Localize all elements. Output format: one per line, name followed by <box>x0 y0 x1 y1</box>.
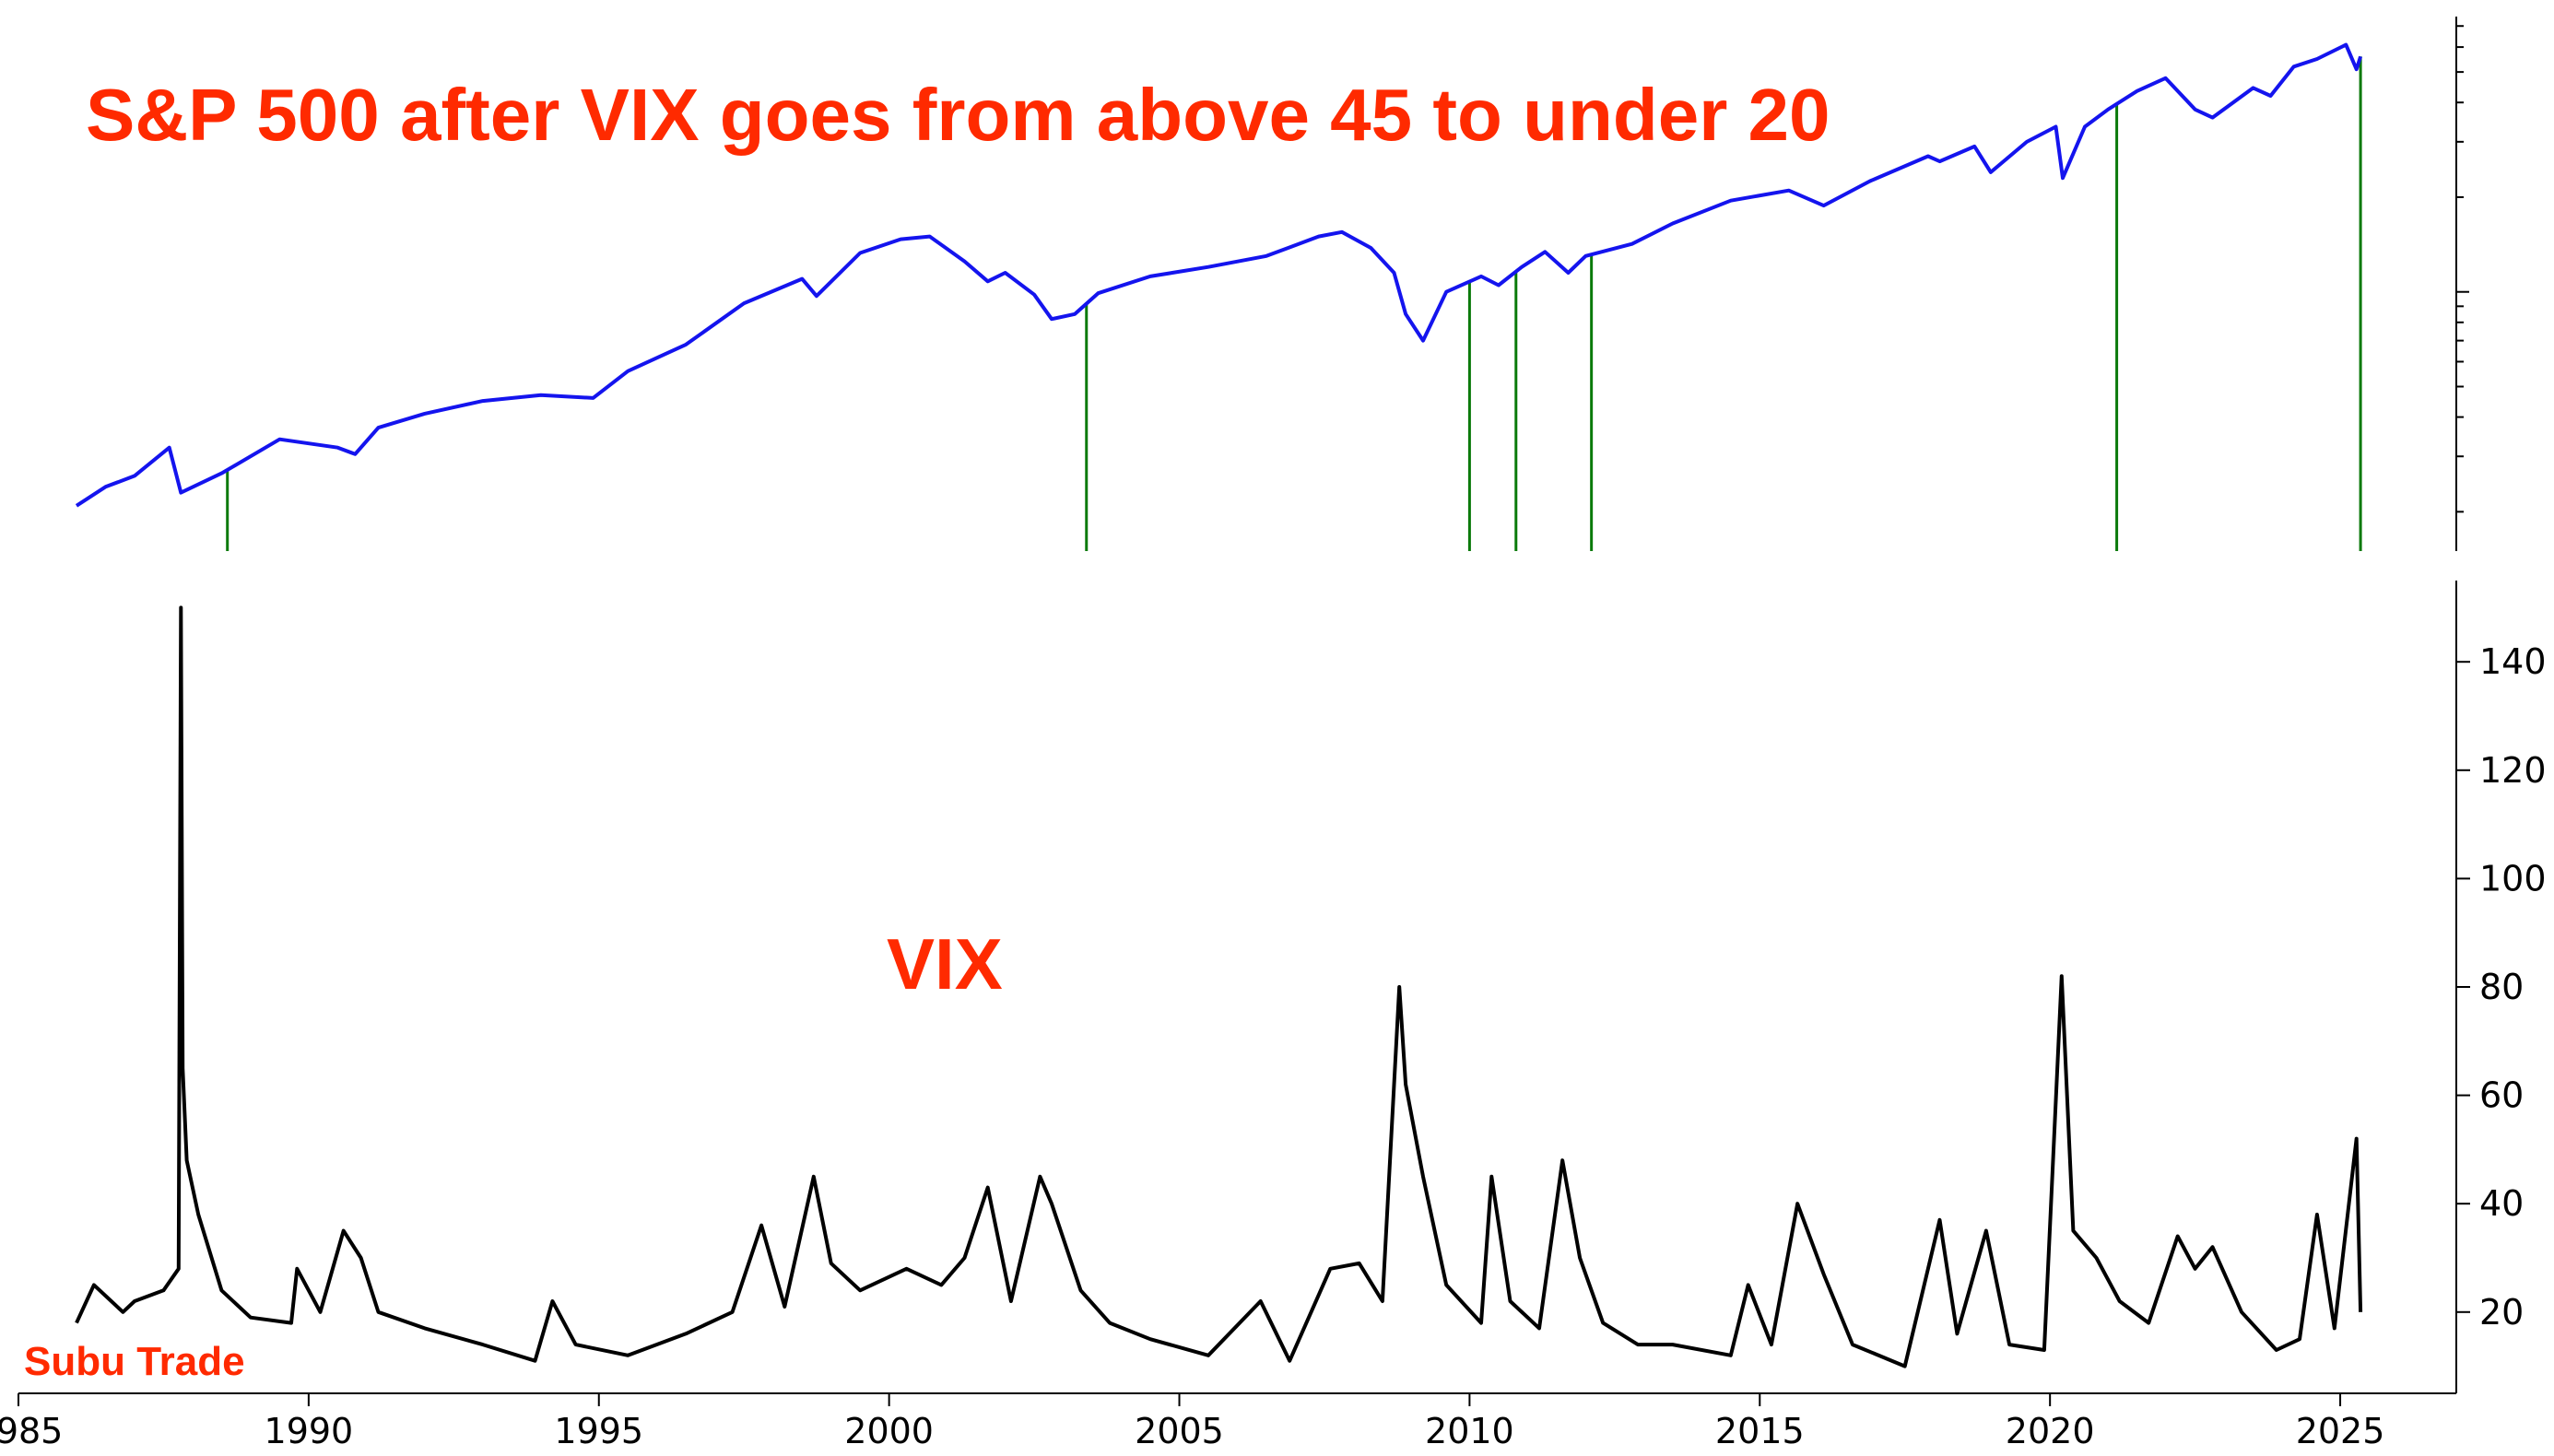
y-tick-label-20: 20 <box>2479 1292 2524 1333</box>
vix-series-line <box>75 605 2363 1368</box>
watermark: Subu Trade <box>24 1339 245 1384</box>
y-tick-label-40: 40 <box>2479 1183 2524 1224</box>
x-tick-label-2020: 2020 <box>2006 1411 2095 1451</box>
vix-panel: 20 40 60 80 100 120 140 1985 1990 1995 2000 2005 20… <box>0 581 2547 1451</box>
sp500-log-ticks <box>2456 25 2469 513</box>
vix-label: VIX <box>887 923 1003 1004</box>
sp500-series-line <box>75 42 2363 508</box>
x-tick-label-2000: 2000 <box>844 1411 934 1451</box>
y-tick-label-60: 60 <box>2479 1075 2524 1116</box>
vix-y-ticks: 20 40 60 80 100 120 140 <box>2456 641 2547 1333</box>
x-tick-label-2015: 2015 <box>1715 1411 1805 1451</box>
y-tick-label-80: 80 <box>2479 967 2524 1007</box>
sp500-panel <box>75 17 2469 551</box>
x-tick-label-1985: 1985 <box>0 1411 63 1451</box>
y-tick-label-100: 100 <box>2479 858 2547 898</box>
x-tick-label-2025: 2025 <box>2296 1411 2385 1451</box>
x-tick-label-1990: 1990 <box>265 1411 354 1451</box>
x-tick-label-2005: 2005 <box>1135 1411 1224 1451</box>
x-ticks: 1985 1990 1995 2000 2005 2010 2015 2020 2025 <box>0 1393 2384 1451</box>
chart-title: S&P 500 after VIX goes from above 45 to … <box>86 74 1830 156</box>
x-tick-label-1995: 1995 <box>554 1411 643 1451</box>
y-tick-label-120: 120 <box>2479 750 2547 791</box>
signal-lines <box>226 56 2362 551</box>
y-tick-label-140: 140 <box>2479 641 2547 682</box>
x-tick-label-2010: 2010 <box>1425 1411 1514 1451</box>
